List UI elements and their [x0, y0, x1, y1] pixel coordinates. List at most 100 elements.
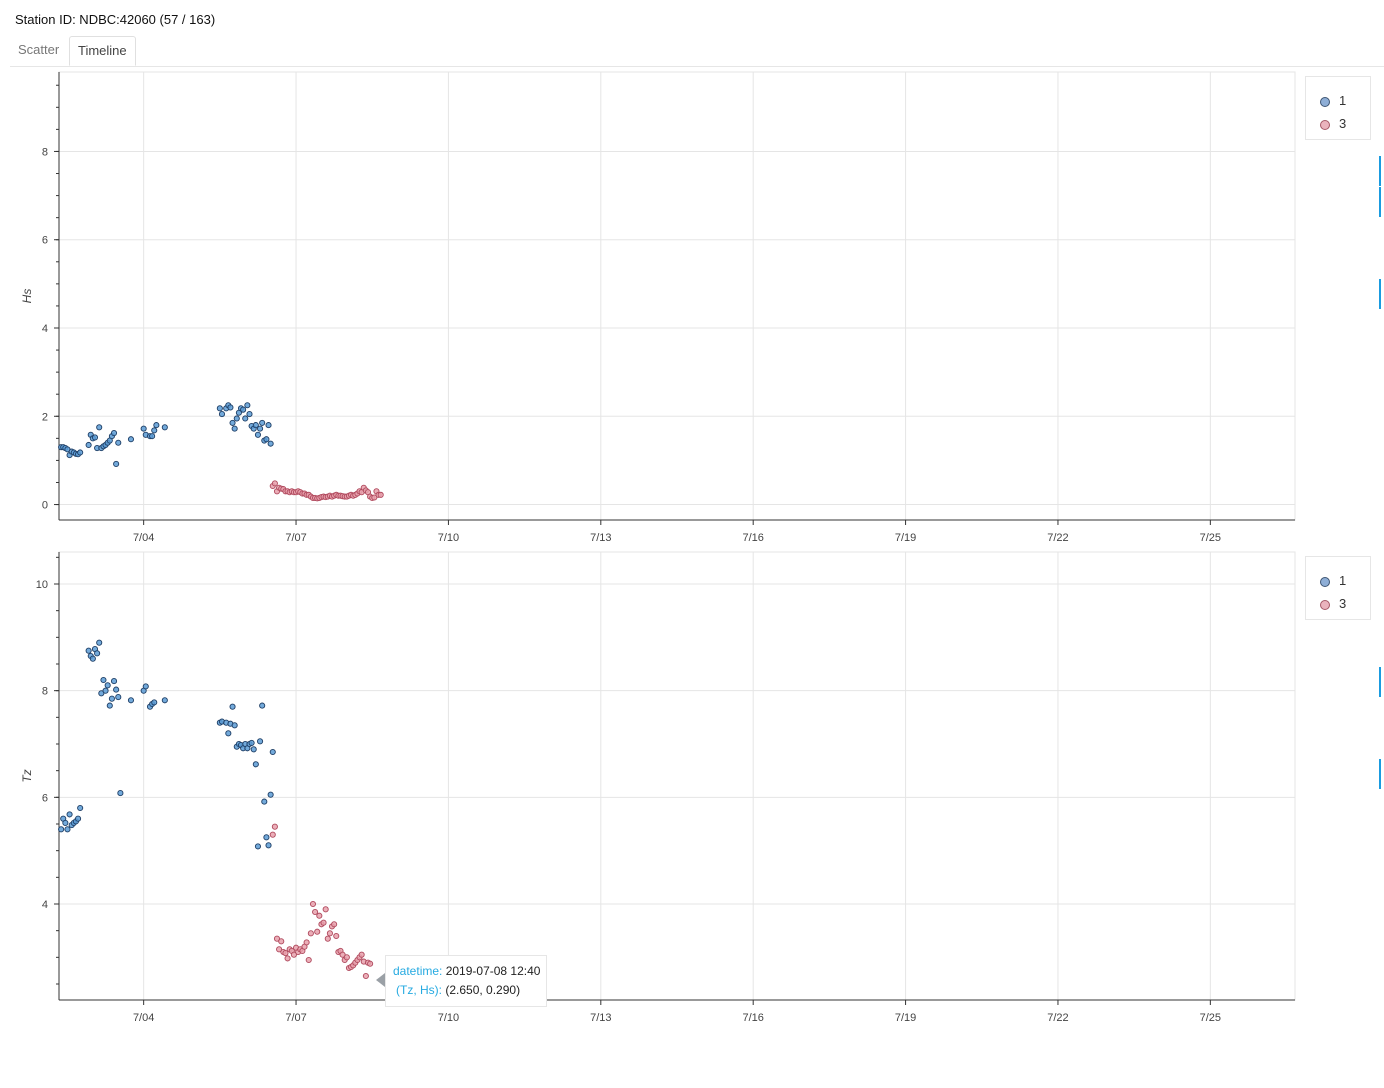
data-point[interactable] [242, 415, 249, 422]
data-point[interactable] [108, 695, 115, 702]
data-point[interactable] [153, 422, 160, 429]
data-point[interactable] [96, 639, 103, 646]
data-point[interactable] [231, 722, 238, 729]
data-point[interactable] [269, 831, 276, 838]
data-point[interactable] [218, 411, 226, 418]
data-point[interactable] [324, 935, 331, 942]
data-point[interactable] [244, 402, 251, 409]
data-point[interactable] [339, 951, 346, 958]
data-point[interactable] [64, 826, 71, 833]
data-point[interactable] [104, 682, 111, 689]
data-point[interactable] [273, 935, 281, 942]
data-point[interactable] [305, 956, 312, 964]
data-point[interactable] [343, 954, 350, 961]
scroll-marker[interactable] [1379, 187, 1381, 217]
data-point[interactable] [94, 650, 101, 657]
data-point[interactable] [307, 930, 314, 937]
data-point[interactable] [85, 441, 92, 449]
data-point[interactable] [252, 422, 259, 429]
data-point[interactable] [320, 919, 327, 926]
data-point[interactable] [331, 921, 338, 928]
data-point[interactable] [110, 678, 118, 685]
data-point[interactable] [282, 950, 289, 957]
data-point[interactable] [316, 912, 323, 919]
data-point[interactable] [377, 491, 384, 498]
data-point[interactable] [322, 906, 329, 913]
data-point[interactable] [259, 419, 266, 426]
data-point[interactable] [229, 419, 236, 426]
data-point[interactable] [227, 404, 234, 411]
data-point[interactable] [265, 422, 272, 429]
data-point[interactable] [161, 424, 168, 431]
data-point[interactable] [91, 434, 99, 441]
data-point[interactable] [254, 843, 262, 850]
scroll-marker[interactable] [1379, 156, 1381, 186]
data-point[interactable] [127, 697, 135, 704]
data-point[interactable] [113, 686, 120, 693]
data-point[interactable] [66, 811, 73, 818]
data-point[interactable] [367, 960, 374, 967]
data-point[interactable] [127, 436, 135, 443]
data-point[interactable] [240, 406, 247, 413]
data-point[interactable] [284, 955, 291, 962]
data-point[interactable] [278, 938, 285, 945]
data-point[interactable] [250, 746, 257, 753]
data-point[interactable] [290, 951, 297, 958]
data-point[interactable] [231, 425, 238, 432]
data-point[interactable] [333, 932, 340, 940]
data-point[interactable] [100, 676, 107, 684]
data-point[interactable] [96, 424, 103, 431]
data-point[interactable] [314, 928, 321, 935]
data-point[interactable] [106, 702, 113, 709]
data-point[interactable] [263, 436, 270, 443]
data-point[interactable] [248, 739, 255, 746]
data-point[interactable] [229, 703, 236, 710]
data-point[interactable] [326, 930, 333, 937]
data-point[interactable] [151, 699, 158, 706]
data-point[interactable] [362, 972, 369, 980]
data-point[interactable] [257, 425, 264, 432]
data-point[interactable] [267, 440, 274, 447]
data-point[interactable] [110, 429, 118, 437]
tab-timeline[interactable]: Timeline [69, 36, 136, 66]
data-point[interactable] [259, 702, 266, 709]
data-point[interactable] [261, 798, 268, 805]
data-point[interactable] [225, 730, 232, 737]
data-point[interactable] [312, 908, 319, 916]
data-point[interactable] [140, 425, 147, 432]
data-point[interactable] [233, 415, 240, 422]
data-point[interactable] [115, 439, 122, 446]
data-point[interactable] [252, 761, 259, 768]
data-point[interactable] [276, 946, 283, 953]
data-point[interactable] [216, 405, 223, 412]
data-point[interactable] [271, 480, 278, 487]
legend-item-1[interactable]: 1 [1320, 93, 1346, 109]
data-point[interactable] [254, 431, 262, 438]
data-point[interactable] [246, 411, 253, 418]
data-point[interactable] [142, 683, 149, 690]
legend-item-3[interactable]: 3 [1320, 596, 1346, 612]
legend-item-1[interactable]: 1 [1320, 573, 1346, 589]
data-point[interactable] [62, 819, 69, 826]
data-point[interactable] [77, 804, 84, 812]
data-point[interactable] [85, 647, 92, 654]
scroll-marker[interactable] [1379, 759, 1381, 789]
data-point[interactable] [267, 791, 274, 798]
data-point[interactable] [358, 951, 365, 958]
hs-timeline-chart[interactable]: 7/04 7/07 7/10 7/13 7/16 7/19 7/22 7/25 0 2 4 6 8 Hs [0, 0, 1300, 560]
data-point[interactable] [161, 697, 168, 704]
tz-timeline-chart[interactable]: 7/04 7/07 7/10 7/13 7/16 7/19 7/22 7/25 4 6 8 10 Tz [0, 0, 1300, 1088]
data-point[interactable] [117, 790, 124, 797]
data-point[interactable] [271, 823, 278, 830]
data-point[interactable] [75, 815, 82, 822]
data-point[interactable] [309, 900, 317, 908]
data-point[interactable] [98, 690, 105, 697]
legend-item-3[interactable]: 3 [1320, 116, 1346, 132]
data-point[interactable] [371, 494, 378, 501]
data-point[interactable] [257, 738, 264, 745]
scroll-marker[interactable] [1379, 667, 1381, 697]
data-point[interactable] [269, 748, 276, 756]
data-point[interactable] [263, 834, 270, 841]
data-point[interactable] [303, 939, 310, 946]
data-point[interactable] [115, 694, 122, 701]
